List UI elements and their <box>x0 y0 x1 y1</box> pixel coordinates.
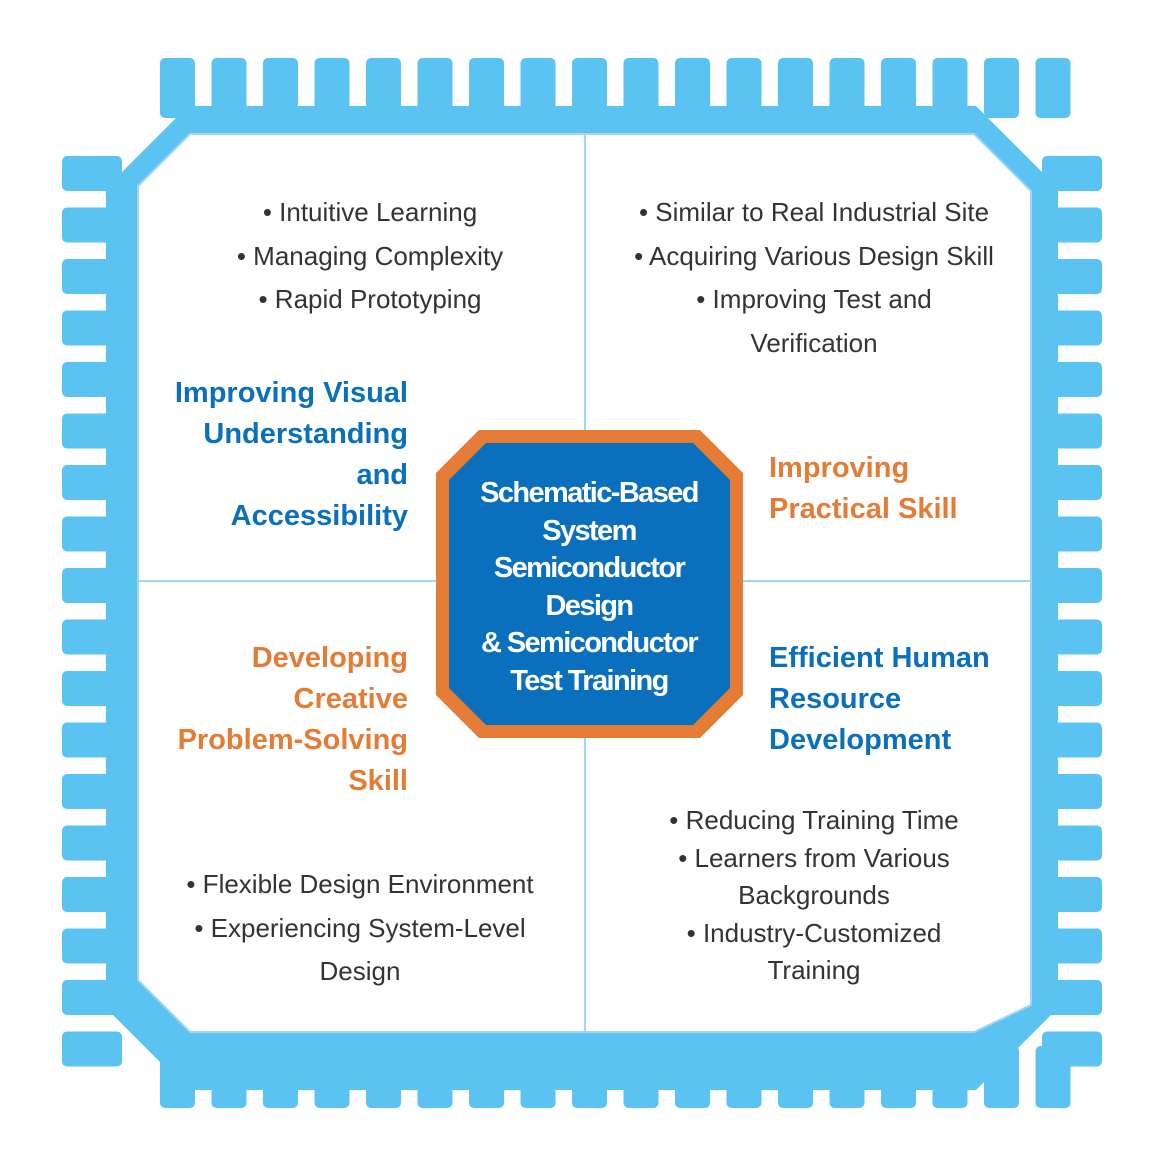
bullet-item: Backgrounds <box>738 880 890 910</box>
bottom-left-heading: Developing Creative Problem-Solving Skil… <box>177 642 408 797</box>
chip-pin <box>572 58 607 118</box>
bullet-item: • Experiencing System-Level <box>194 912 526 943</box>
bullet-item: Training <box>767 955 861 985</box>
chip-pin <box>263 58 298 118</box>
top-right-heading: Improving Practical Skill <box>769 452 958 525</box>
chip-pin <box>778 58 813 118</box>
bullet-item: Design <box>319 956 401 986</box>
bullet-item: • Similar to Real Industrial Site <box>638 197 990 227</box>
bullet-item: • Rapid Prototyping <box>258 284 482 314</box>
chip-pin <box>1042 156 1102 191</box>
chip-pin <box>984 58 1019 118</box>
chip-pin <box>829 58 865 118</box>
chip-pin <box>881 58 916 118</box>
chip-pin <box>520 58 556 118</box>
chip-pin <box>314 58 350 118</box>
chip-pin <box>469 58 504 118</box>
bullet-item: • Intuitive Learning <box>262 197 478 227</box>
chip-pin <box>62 156 122 191</box>
chip-pin <box>932 58 968 118</box>
bullet-item: Verification <box>750 327 878 358</box>
bullet-item: • Learners from Various <box>678 842 950 873</box>
chip-pin <box>1042 1031 1102 1067</box>
chip-pin <box>160 58 195 118</box>
chip-pin <box>623 58 659 118</box>
center-title: Schematic-Based System Semiconductor Des… <box>480 477 699 697</box>
chip-pin <box>1035 58 1071 118</box>
bottom-right-bullets: • Reducing Training Time • Learners from… <box>600 802 1028 990</box>
chip-pin <box>675 58 710 118</box>
bottom-right-heading: Efficient Human Resource Development <box>769 642 990 756</box>
bullet-item: • Managing Complexity <box>236 240 504 271</box>
bullet-item: • Industry-Customized <box>686 917 942 948</box>
chip-pin <box>62 1031 122 1067</box>
bottom-left-bullets: • Flexible Design Environment • Experien… <box>150 863 570 994</box>
chip-pin <box>366 58 401 118</box>
top-left-bullets: • Intuitive Learning • Managing Complexi… <box>160 191 580 322</box>
top-right-bullets: • Similar to Real Industrial Site • Acqu… <box>600 191 1028 365</box>
center-block <box>449 443 730 725</box>
top-left-heading: Improving Visual Understanding and Acces… <box>174 377 408 532</box>
chip-pins-top <box>160 58 1071 118</box>
chip-pin <box>726 58 762 118</box>
chip-pin <box>211 58 247 118</box>
bullet-item: • Improving Test and <box>696 284 932 314</box>
bullet-item: • Reducing Training Time <box>669 805 959 835</box>
chip-pin <box>417 58 453 118</box>
bullet-item: • Flexible Design Environment <box>186 869 534 899</box>
bullet-item: • Acquiring Various Design Skill <box>634 240 994 271</box>
